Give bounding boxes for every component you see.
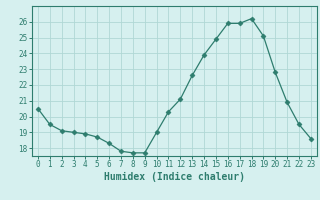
X-axis label: Humidex (Indice chaleur): Humidex (Indice chaleur) — [104, 172, 245, 182]
